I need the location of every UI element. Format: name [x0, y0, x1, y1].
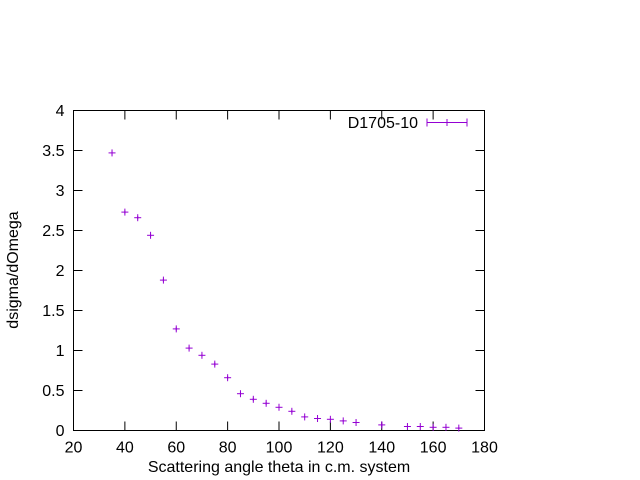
data-point	[172, 325, 180, 333]
data-point	[275, 403, 283, 411]
y-tick-labels: 0 0.5 1 1.5 2 2.5 3 3.5 4	[42, 103, 64, 440]
data-point	[429, 423, 437, 431]
data-point	[262, 399, 270, 407]
data-point	[416, 423, 424, 430]
data-points	[108, 149, 463, 432]
data-point	[159, 276, 167, 284]
legend-swatch	[426, 118, 468, 127]
y-tick-label: 0.5	[42, 383, 64, 400]
data-point	[301, 413, 309, 421]
x-tick-label: 80	[219, 440, 237, 457]
x-tick-label: 40	[116, 440, 134, 457]
data-point	[326, 415, 334, 423]
data-point	[108, 149, 116, 157]
y-tick-label: 3.5	[42, 143, 64, 160]
axis-ticks	[73, 110, 485, 431]
x-axis-label: Scattering angle theta in c.m. system	[148, 459, 410, 476]
y-tick-label: 1	[56, 343, 65, 360]
data-point	[455, 424, 463, 432]
y-axis-label: dsigma/dOmega	[5, 211, 22, 328]
y-tick-label: 1.5	[42, 303, 64, 320]
x-tick-label: 60	[167, 440, 185, 457]
plot-frame	[73, 110, 485, 431]
data-point	[121, 208, 129, 216]
data-point	[147, 231, 155, 239]
x-tick-label: 160	[420, 440, 447, 457]
data-point	[134, 214, 142, 222]
data-point	[211, 360, 219, 368]
y-tick-label: 2	[56, 263, 65, 280]
data-point	[339, 417, 347, 425]
y-tick-label: 2.5	[42, 223, 64, 240]
data-point	[442, 423, 450, 431]
x-tick-label: 140	[368, 440, 395, 457]
x-tick-label: 120	[317, 440, 344, 457]
x-tick-label: 180	[471, 440, 498, 457]
legend-label: D1705-10	[348, 115, 418, 132]
data-point	[288, 407, 296, 415]
legend: D1705-10	[348, 115, 468, 132]
x-tick-label: 20	[65, 440, 83, 457]
y-tick-label: 3	[56, 183, 65, 200]
data-point	[352, 419, 360, 426]
data-point	[236, 390, 244, 398]
data-point	[198, 351, 206, 359]
y-tick-label: 4	[56, 103, 65, 120]
data-point	[403, 423, 411, 430]
data-point	[249, 395, 257, 403]
x-tick-labels: 20 40 60 80 100 120 140 160 180	[65, 440, 498, 457]
data-point	[378, 421, 386, 429]
data-point	[185, 344, 193, 352]
x-tick-label: 100	[266, 440, 293, 457]
y-tick-label: 0	[56, 423, 65, 440]
data-point	[224, 374, 232, 382]
data-point	[314, 415, 322, 422]
